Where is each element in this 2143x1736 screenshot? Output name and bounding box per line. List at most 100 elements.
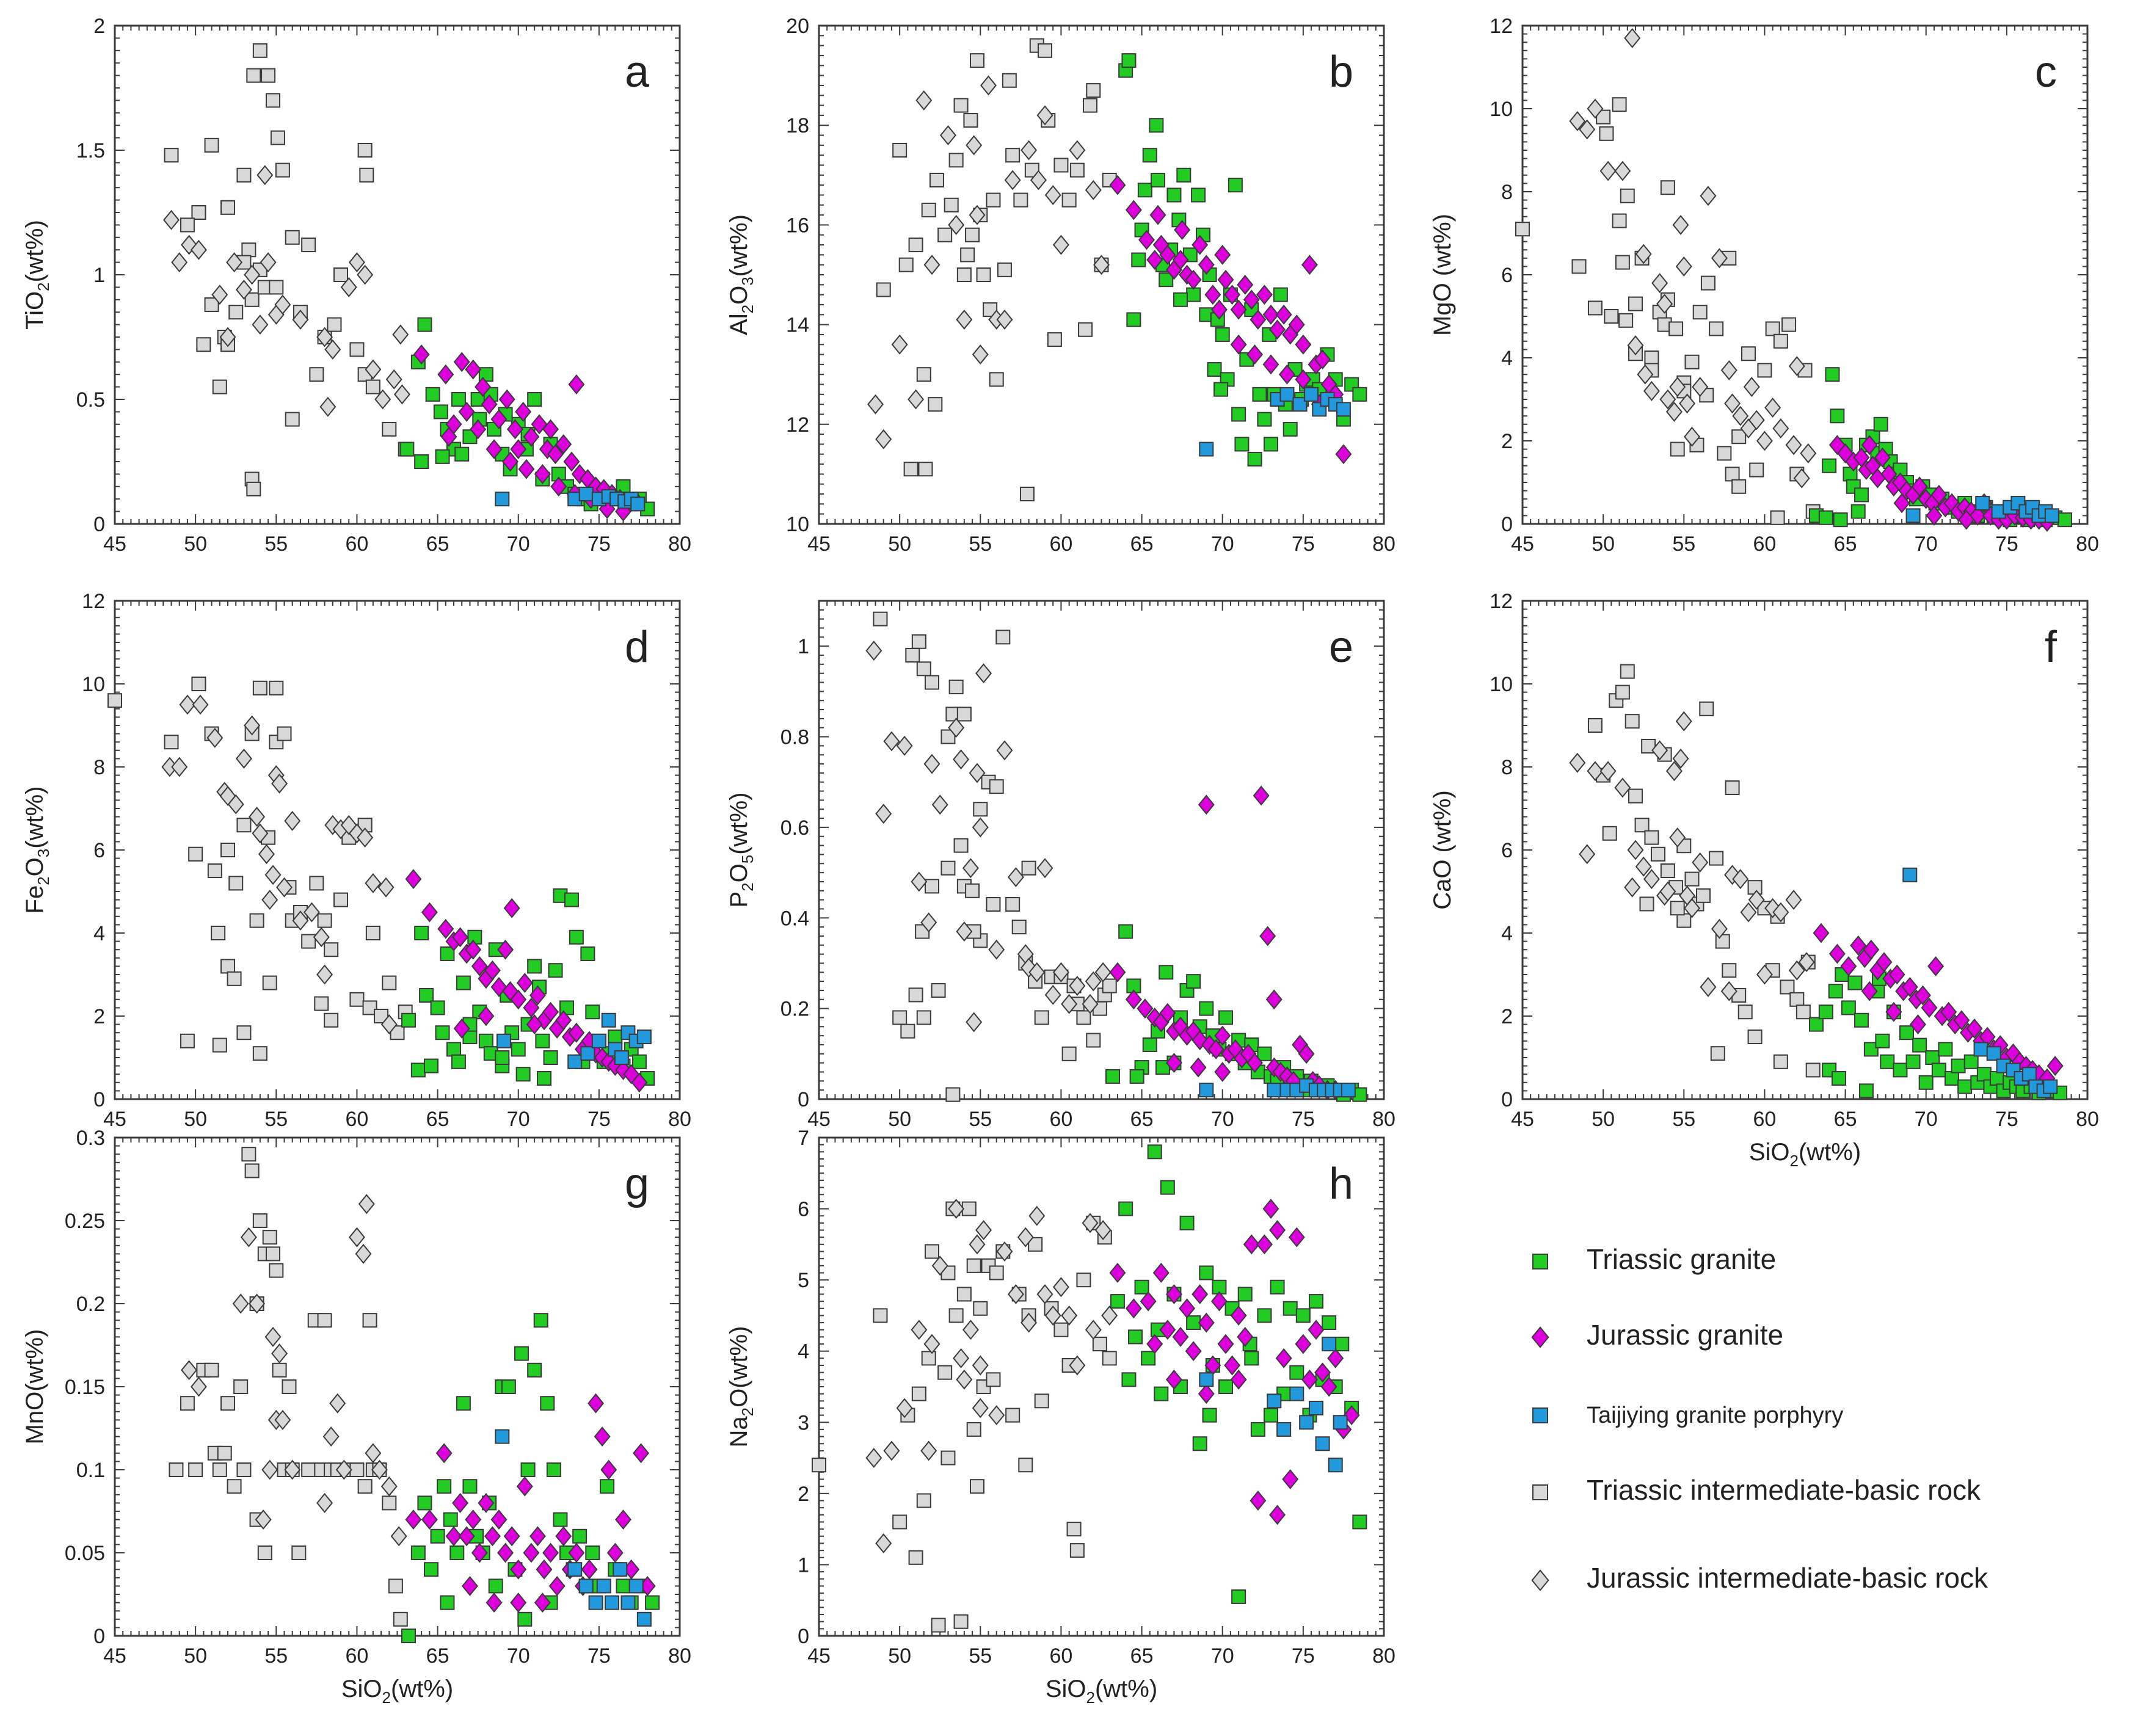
point-triassic_granite [425,387,440,402]
x-tick-label: 50 [1592,1108,1615,1131]
y-tick-label: 0.05 [65,1542,105,1565]
point-jurassic_ib [1627,840,1644,860]
point-jurassic_ib [1700,976,1717,997]
point-triassic_ib [1625,714,1640,729]
point-jurassic_granite [555,1010,572,1031]
point-jurassic_granite [1190,1057,1207,1078]
point-triassic_ib [324,942,339,957]
point-triassic_ib [989,779,1004,794]
point-triassic_ib [916,367,931,382]
point-jurassic_ib [365,1443,382,1464]
point-triassic_ib [1747,1030,1763,1044]
point-triassic_granite [1199,1265,1214,1280]
panel-letter-a: a [625,48,650,96]
point-jurassic_ib [255,1509,272,1530]
point-jurassic_granite [498,389,515,410]
point-jurassic_granite [486,439,503,460]
point-triassic_granite [456,1396,471,1411]
point-triassic_ib [211,926,226,940]
point-jurassic_granite [1137,998,1154,1019]
point-triassic_granite [527,392,542,407]
point-taijiying [1902,867,1918,882]
point-jurassic_ib [192,694,209,715]
y-tick-label: 8 [1501,181,1513,204]
point-jurassic_ib [975,663,992,684]
point-taijiying [605,1595,619,1610]
point-jurassic_ib [303,902,320,923]
point-triassic_ib [916,661,931,677]
y-tick-label: 2 [93,1005,105,1028]
point-jurassic_granite [531,414,548,435]
point-jurassic_granite [1192,234,1209,255]
point-triassic_ib [1069,1543,1085,1558]
x-tick-label: 80 [2076,532,2099,556]
point-triassic_ib [925,879,939,894]
point-jurassic_ib [171,757,188,777]
point-jurassic_granite [555,1526,572,1547]
point-jurassic_ib [1637,364,1654,385]
series-taijiying [1199,387,1351,457]
point-jurassic_granite [465,1509,482,1530]
point-triassic_ib [892,1514,908,1530]
x-tick-label: 80 [1372,1108,1395,1131]
x-tick-label: 60 [1753,532,1777,556]
point-triassic_ib [945,1087,961,1102]
point-jurassic_granite [502,451,518,472]
point-triassic_ib [246,481,261,496]
point-jurassic_ib [374,389,391,410]
point-taijiying [1986,1046,2001,1061]
point-triassic_granite [1191,187,1206,203]
point-jurassic_ib [324,339,341,360]
point-jurassic_ib [1785,435,1802,456]
x-tick-label: 55 [969,532,992,556]
point-triassic_ib [1644,350,1659,365]
point-jurassic_granite [1275,1348,1292,1368]
point-jurassic_ib [1672,214,1689,235]
point-jurassic_granite [1250,1491,1267,1511]
point-taijiying [567,1054,583,1069]
point-triassic_granite [1334,1337,1350,1352]
x-axis-title-h: SiO2(wt%) [1046,1676,1157,1707]
x-tick-label: 65 [1130,1108,1154,1131]
y-tick-label: 0 [93,1625,105,1648]
point-triassic_ib [1709,321,1724,336]
x-tick-label: 60 [346,532,369,556]
point-triassic_granite [517,1611,533,1627]
point-jurassic_granite [1295,369,1312,390]
point-jurassic_ib [340,277,357,297]
point-jurassic_granite [471,1542,488,1563]
point-jurassic_ib [1069,140,1086,161]
x-tick-label: 55 [264,1108,288,1131]
point-triassic_ib [388,1578,403,1594]
point-triassic_granite [1215,327,1230,342]
point-triassic_ib [1722,963,1737,978]
point-jurassic_ib [390,1526,407,1547]
point-jurassic_ib [939,125,956,145]
x-tick-label: 75 [588,1108,611,1131]
point-jurassic_granite [1893,493,1910,514]
point-jurassic_granite [1207,1039,1224,1059]
point-jurassic_ib [163,209,180,230]
point-triassic_ib [1599,126,1614,141]
point-jurassic_ib [316,327,333,347]
x-tick-label: 45 [807,532,831,556]
point-triassic_ib [908,987,923,1003]
point-jurassic_granite [1198,794,1215,815]
x-tick-label: 60 [346,1644,369,1668]
point-triassic_granite [1873,416,1888,432]
plot-frame-e [818,600,1385,1100]
point-jurassic_ib [1614,161,1631,181]
point-jurassic_ib [365,873,382,893]
y-tick-label: 0.8 [780,726,809,749]
point-triassic_ib [1571,259,1587,274]
point-jurassic_granite [1840,956,1857,976]
point-triassic_ib [916,1493,931,1508]
point-triassic_granite [1352,1514,1367,1530]
point-triassic_granite [1854,1012,1869,1028]
point-jurassic_granite [437,364,454,385]
point-jurassic_granite [1288,1227,1305,1248]
legend-label-jurassic_ib: Jurassic intermediate-basic rock [1587,1562,1988,1594]
point-jurassic_granite [1953,1010,1970,1031]
point-triassic_granite [410,1545,426,1560]
point-triassic_ib [212,1462,227,1477]
